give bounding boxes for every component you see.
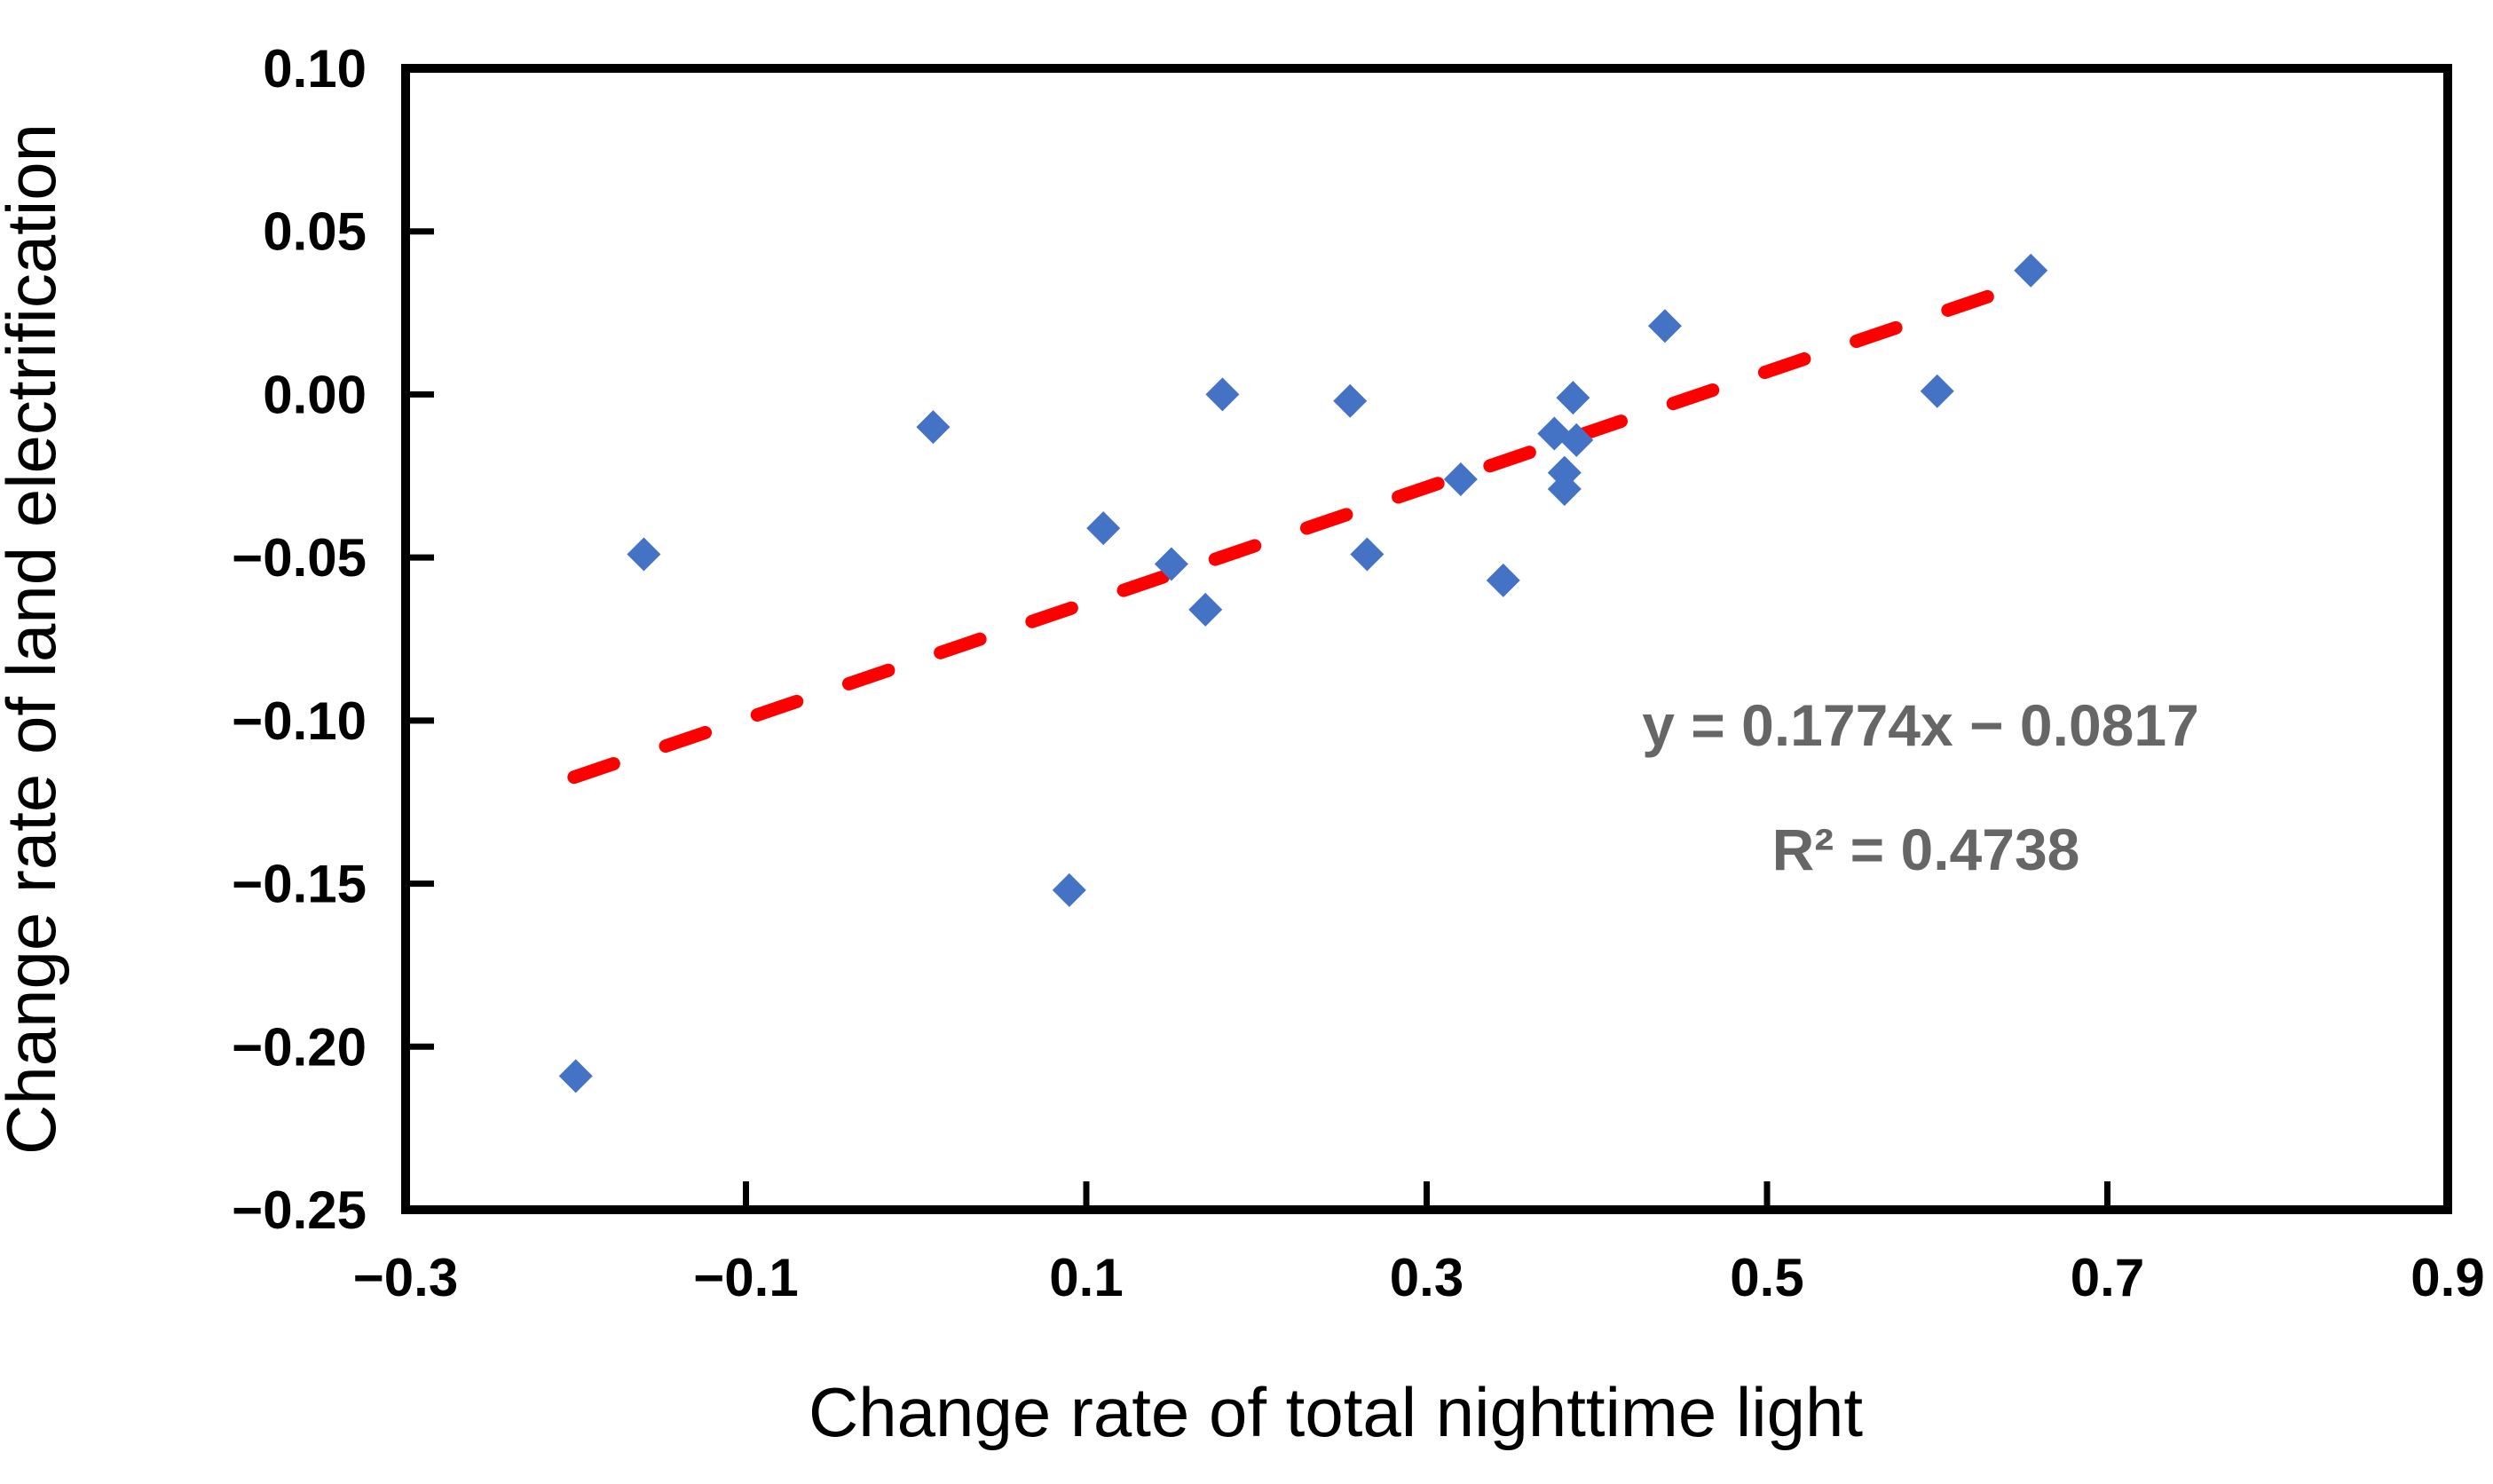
data-point xyxy=(1086,511,1121,546)
tick-labels-layer: −0.3 −0.1 0.1 0.3 0.5 0.7 0.9 0.10 0.05 0.00 −0.05… xyxy=(232,39,2485,1307)
data-point xyxy=(1486,563,1520,597)
data-point xyxy=(1188,592,1223,627)
data-point xyxy=(1556,381,1590,415)
data-point xyxy=(2014,253,2048,288)
data-point xyxy=(1350,537,1385,572)
data-point xyxy=(558,1059,593,1093)
y-axis-tick-label: −0.10 xyxy=(232,691,367,751)
data-point xyxy=(1920,374,1954,408)
data-point xyxy=(916,410,951,445)
r-squared-label: R² = 0.4738 xyxy=(1772,817,2080,882)
x-axis-tick-label: 0.5 xyxy=(1730,1248,1803,1307)
trendline-layer xyxy=(567,274,2039,785)
axis-ticks-layer xyxy=(402,65,2451,1213)
x-axis-tick-label: −0.3 xyxy=(353,1248,458,1307)
y-axis-tick-label: −0.05 xyxy=(232,528,367,588)
data-point xyxy=(1559,422,1594,457)
trendline-equation-label: y = 0.1774x − 0.0817 xyxy=(1642,692,2199,758)
data-point xyxy=(1205,377,1240,412)
y-axis-tick-label: 0.10 xyxy=(263,39,367,99)
y-axis-title: Change rate of land electrification xyxy=(0,123,70,1155)
x-axis-tick-label: 0.3 xyxy=(1390,1248,1463,1307)
x-axis-tick-label: 0.1 xyxy=(1049,1248,1123,1307)
y-axis-tick-label: 0.00 xyxy=(263,365,367,424)
data-point xyxy=(627,537,661,572)
data-point xyxy=(1154,547,1188,581)
x-axis-tick-label: 0.9 xyxy=(2410,1248,2484,1307)
x-axis-tick-label: −0.1 xyxy=(693,1248,798,1307)
data-point xyxy=(1547,471,1582,506)
plot-area-border xyxy=(401,64,2452,1214)
y-axis-tick-label: −0.15 xyxy=(232,855,367,914)
data-point xyxy=(1443,462,1478,496)
data-point xyxy=(1052,872,1086,907)
y-axis-tick-label: 0.05 xyxy=(263,202,367,262)
data-points-layer xyxy=(558,253,2048,1093)
x-axis-tick-label: 0.7 xyxy=(2071,1248,2144,1307)
data-point xyxy=(1647,309,1682,343)
x-axis-title: Change rate of total nighttime light xyxy=(809,1373,1863,1451)
trendline xyxy=(567,274,2039,785)
data-point xyxy=(1333,383,1368,418)
y-axis-tick-label: −0.20 xyxy=(232,1017,367,1077)
y-axis-tick-label: −0.25 xyxy=(232,1180,367,1240)
